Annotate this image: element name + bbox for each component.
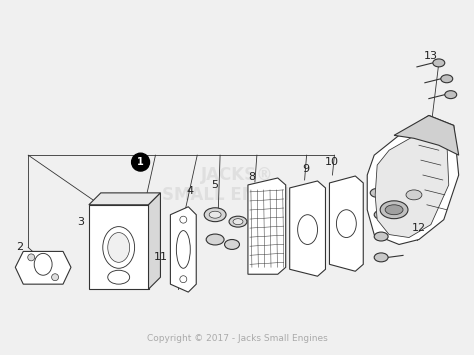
Polygon shape	[148, 193, 161, 289]
Ellipse shape	[229, 216, 247, 227]
Ellipse shape	[433, 59, 445, 67]
Ellipse shape	[28, 254, 35, 261]
Text: 9: 9	[302, 164, 309, 174]
Text: Copyright © 2017 - Jacks Small Engines: Copyright © 2017 - Jacks Small Engines	[146, 334, 328, 343]
Text: 3: 3	[77, 217, 84, 226]
Circle shape	[132, 153, 149, 171]
Polygon shape	[89, 205, 148, 289]
Ellipse shape	[103, 226, 135, 268]
Text: 1: 1	[137, 157, 144, 167]
Polygon shape	[290, 181, 326, 276]
Ellipse shape	[445, 91, 457, 99]
Polygon shape	[170, 207, 196, 292]
Ellipse shape	[374, 232, 388, 241]
Polygon shape	[15, 251, 71, 284]
Polygon shape	[248, 178, 286, 274]
Ellipse shape	[380, 201, 408, 219]
Polygon shape	[375, 130, 449, 237]
Ellipse shape	[52, 274, 59, 281]
Ellipse shape	[374, 210, 388, 219]
Text: 2: 2	[16, 242, 23, 252]
Ellipse shape	[34, 253, 52, 275]
Ellipse shape	[176, 231, 190, 268]
Ellipse shape	[441, 75, 453, 83]
Polygon shape	[394, 115, 459, 155]
Text: 12: 12	[412, 223, 426, 233]
Text: 13: 13	[424, 51, 438, 61]
Polygon shape	[367, 115, 459, 245]
Ellipse shape	[180, 216, 187, 223]
Text: 8: 8	[248, 172, 255, 182]
Ellipse shape	[108, 270, 129, 284]
Text: 5: 5	[211, 180, 219, 190]
Ellipse shape	[206, 234, 224, 245]
Ellipse shape	[337, 210, 356, 237]
Ellipse shape	[406, 190, 422, 200]
Polygon shape	[329, 176, 363, 271]
Ellipse shape	[385, 205, 403, 215]
Text: 10: 10	[324, 157, 338, 167]
Ellipse shape	[108, 233, 129, 262]
Ellipse shape	[225, 240, 239, 250]
Text: 4: 4	[187, 186, 194, 196]
Polygon shape	[89, 193, 161, 205]
Ellipse shape	[209, 211, 221, 218]
Ellipse shape	[370, 189, 384, 197]
Ellipse shape	[233, 219, 243, 225]
Ellipse shape	[180, 276, 187, 283]
Text: JACKS®
SMALL ENGINES: JACKS® SMALL ENGINES	[162, 165, 312, 204]
Ellipse shape	[204, 208, 226, 222]
Text: 11: 11	[154, 252, 167, 262]
Ellipse shape	[298, 215, 318, 245]
Ellipse shape	[374, 253, 388, 262]
